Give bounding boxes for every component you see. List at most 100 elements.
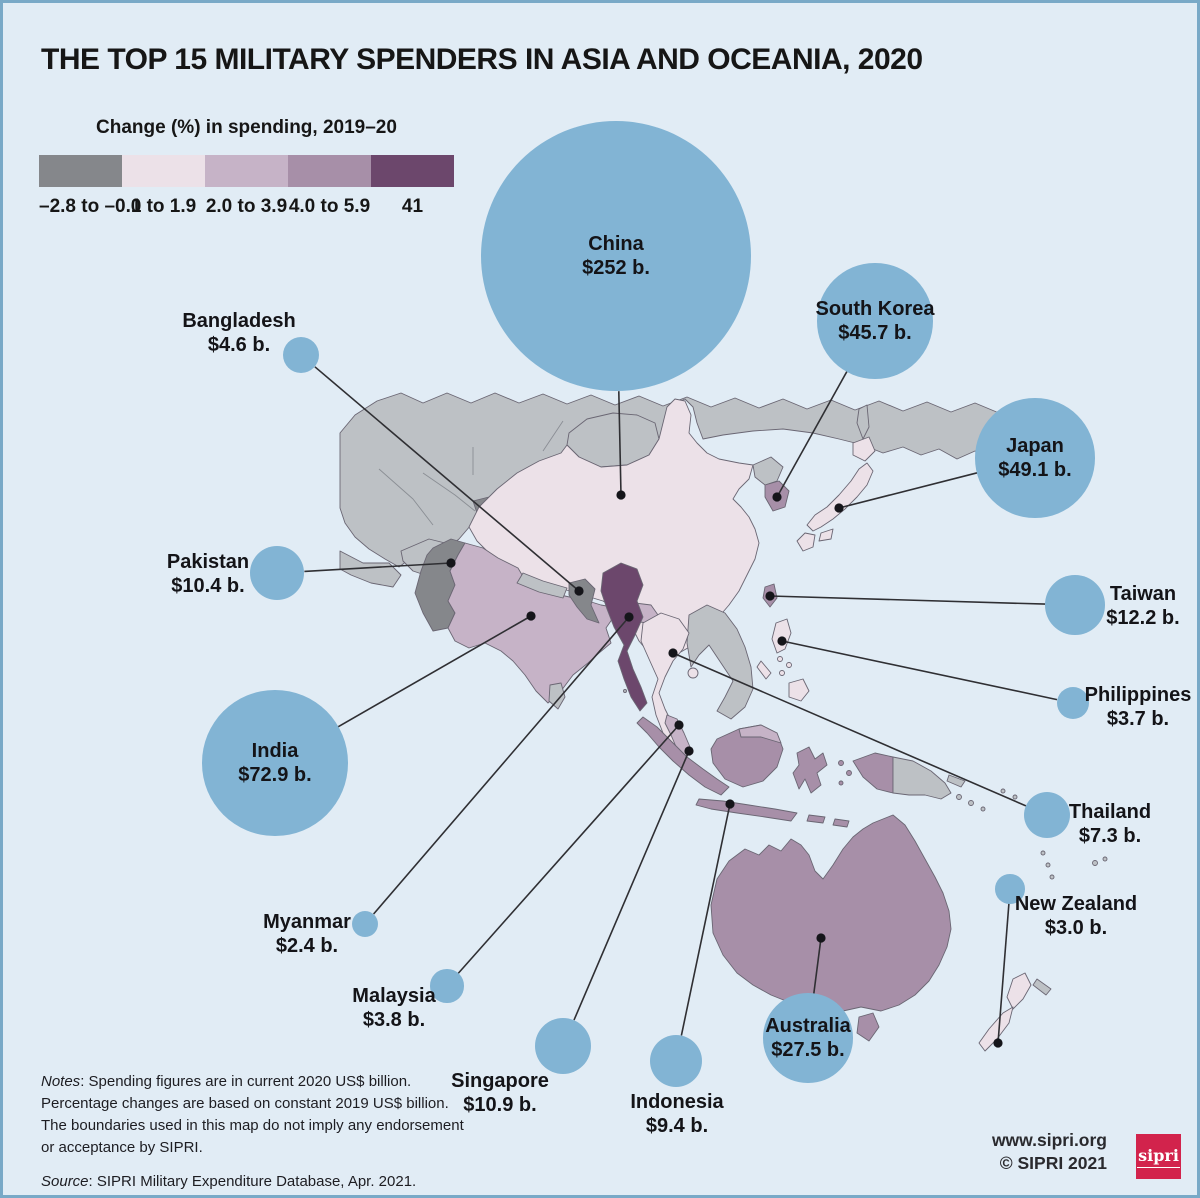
map-region-west-edge bbox=[339, 550, 402, 588]
legend-swatch-4 bbox=[371, 155, 454, 187]
legend-labels: –2.8 to –0.1 0 to 1.9 2.0 to 3.9 4.0 to 5.9… bbox=[39, 196, 454, 218]
leader-line-japan bbox=[838, 472, 978, 509]
country-dot-indonesia bbox=[725, 799, 735, 809]
map-region-solomons-2 bbox=[968, 800, 974, 806]
map-region-japan-kyushu bbox=[796, 532, 816, 552]
country-name-myanmar: Myanmar bbox=[263, 911, 351, 933]
label-singapore: Singapore $10.9 b. bbox=[451, 1069, 549, 1117]
map-region-nepal bbox=[516, 572, 568, 599]
sipri-website: www.sipri.org bbox=[991, 1130, 1107, 1150]
country-name-philippines: Philippines bbox=[1084, 684, 1192, 706]
country-name-taiwan: Taiwan bbox=[1109, 583, 1177, 605]
country-dot-pakistan bbox=[446, 558, 456, 568]
map-region-papua-new-guinea bbox=[892, 756, 952, 800]
country-value-australia: $27.5 b. bbox=[771, 1039, 845, 1061]
legend-swatch-2 bbox=[205, 155, 288, 187]
notes-line: Percentage changes are based on constant… bbox=[41, 1095, 449, 1112]
country-dot-bangladesh bbox=[574, 586, 584, 596]
map-region-philippines-luzon bbox=[771, 618, 792, 654]
label-myanmar: Myanmar $2.4 b. bbox=[263, 910, 351, 958]
map-region-philippines-palawan bbox=[756, 660, 772, 680]
leader-line-philippines bbox=[781, 640, 1058, 701]
bubble-south-korea bbox=[817, 263, 933, 379]
label-pakistan: Pakistan $10.4 b. bbox=[167, 550, 249, 598]
map-region-japan-shikoku bbox=[818, 528, 834, 542]
map-region-solomons-3 bbox=[980, 806, 986, 812]
map-region-nz-north-island bbox=[1006, 972, 1032, 1010]
country-dot-new-zealand bbox=[993, 1038, 1003, 1048]
country-value-india: $72.9 b. bbox=[238, 764, 312, 786]
leader-line-thailand bbox=[672, 652, 1027, 807]
map-region-north-korea bbox=[752, 456, 784, 486]
notes: Notes: Spending figures are in current 2… bbox=[41, 1071, 464, 1193]
country-name-thailand: Thailand bbox=[1068, 801, 1152, 823]
legend-label-3: 4.0 to 5.9 bbox=[288, 196, 371, 217]
leader-line-south-korea bbox=[776, 370, 848, 498]
bubble-china bbox=[480, 120, 752, 392]
bubble-new-zealand bbox=[995, 874, 1025, 904]
sipri-logo-text: sipri bbox=[1137, 1146, 1180, 1168]
country-name-bangladesh: Bangladesh bbox=[182, 310, 296, 332]
country-dot-malaysia bbox=[674, 720, 684, 730]
map-region-philippines-visayas-1 bbox=[777, 656, 783, 662]
map-region-tasmania bbox=[856, 1012, 880, 1042]
bubble-bangladesh bbox=[282, 336, 320, 374]
country-dot-south-korea bbox=[772, 492, 782, 502]
map-region-sumatra bbox=[636, 716, 730, 796]
bubble-taiwan bbox=[1045, 575, 1105, 635]
country-name-new-zealand: New Zealand bbox=[1014, 893, 1138, 915]
country-value-malaysia: $3.8 b. bbox=[362, 1009, 426, 1031]
map-region-philippines-mindanao bbox=[788, 678, 810, 702]
source-prefix: Source bbox=[41, 1173, 89, 1190]
country-value-thailand: $7.3 b. bbox=[1078, 825, 1142, 847]
map-region-vanuatu-1 bbox=[1040, 850, 1046, 856]
leader-line-indonesia bbox=[680, 803, 731, 1036]
asia-oceania-map bbox=[304, 366, 1108, 1052]
country-value-bangladesh: $4.6 b. bbox=[207, 334, 271, 356]
notes-line: The boundaries used in this map do not i… bbox=[41, 1117, 464, 1134]
country-name-south-korea: South Korea bbox=[815, 298, 935, 320]
country-value-myanmar: $2.4 b. bbox=[275, 935, 339, 957]
leader-line-singapore bbox=[573, 750, 690, 1021]
map-region-moluccas-3 bbox=[838, 780, 844, 786]
country-dot-india bbox=[526, 611, 536, 621]
map-region-west-papua bbox=[852, 752, 894, 794]
country-value-new-zealand: $3.0 b. bbox=[1044, 917, 1108, 939]
country-dot-japan bbox=[834, 503, 844, 513]
country-name-pakistan: Pakistan bbox=[166, 551, 250, 573]
source: Source: SIPRI Military Expenditure Datab… bbox=[41, 1173, 417, 1190]
label-india: India $72.9 b. bbox=[238, 739, 311, 787]
map-region-sulawesi bbox=[792, 746, 828, 794]
map-region-sakhalin bbox=[856, 404, 870, 440]
notes-line: Notes: Spending figures are in current 2… bbox=[41, 1073, 412, 1090]
notes-line: or acceptance by SIPRI. bbox=[41, 1139, 203, 1156]
map-region-andaman-3 bbox=[623, 689, 627, 693]
label-philippines: Philippines $3.7 b. bbox=[1085, 683, 1192, 731]
map-region-hainan bbox=[687, 667, 699, 679]
country-dot-taiwan bbox=[765, 591, 775, 601]
footer-links: www.sipri.org © SIPRI 2021 bbox=[992, 1129, 1107, 1175]
notes-prefix: Notes bbox=[41, 1073, 81, 1090]
country-dot-myanmar bbox=[624, 612, 634, 622]
label-japan: Japan $49.1 b. bbox=[998, 434, 1071, 482]
leader-line-pakistan bbox=[304, 562, 452, 573]
country-value-china: $252 b. bbox=[582, 257, 650, 279]
country-name-japan: Japan bbox=[1006, 435, 1064, 457]
legend-label-0: –2.8 to –0.1 bbox=[39, 196, 142, 217]
map-region-pacific-1 bbox=[1000, 788, 1006, 794]
map-region-japan-hokkaido bbox=[852, 436, 876, 462]
map-region-sri-lanka bbox=[548, 682, 566, 710]
country-value-japan: $49.1 b. bbox=[998, 459, 1072, 481]
legend-swatch-0 bbox=[39, 155, 122, 187]
label-australia: Australia $27.5 b. bbox=[765, 1014, 851, 1062]
legend-title: Change (%) in spending, 2019–20 bbox=[96, 117, 397, 138]
legend-color-bar bbox=[39, 155, 454, 187]
leader-line-myanmar bbox=[372, 616, 630, 915]
leader-line-new-zealand bbox=[997, 903, 1010, 1044]
map-border-lines bbox=[378, 420, 564, 526]
country-value-indonesia: $9.4 b. bbox=[645, 1115, 709, 1137]
bubble-japan bbox=[975, 398, 1095, 518]
country-value-philippines: $3.7 b. bbox=[1106, 708, 1170, 730]
label-thailand: Thailand $7.3 b. bbox=[1069, 800, 1151, 848]
